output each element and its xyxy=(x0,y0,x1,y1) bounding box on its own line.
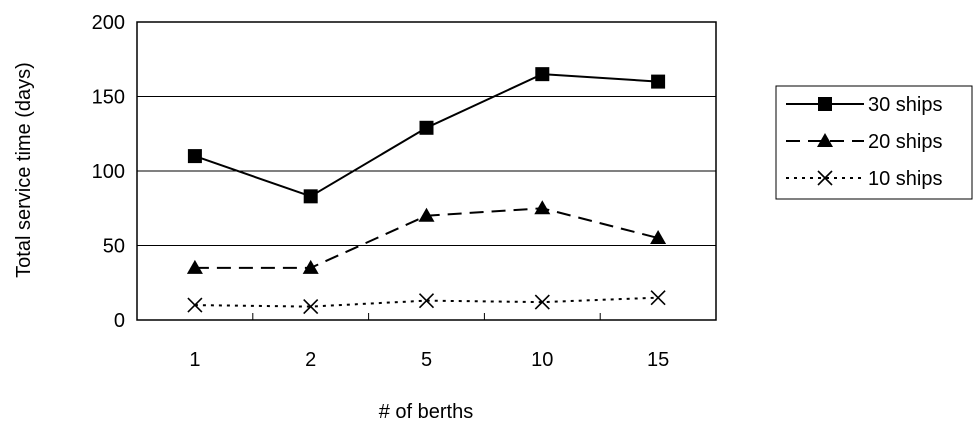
legend-item: 10 ships xyxy=(786,168,943,190)
x-marker-stroke xyxy=(187,297,203,313)
legend-label: 20 ships xyxy=(868,131,943,153)
x-tick-label: 1 xyxy=(189,349,200,371)
data-point-square xyxy=(818,97,832,111)
data-point-triangle xyxy=(186,259,203,274)
data-point-square xyxy=(187,149,202,164)
data-point-x xyxy=(187,297,203,313)
legend-label: 10 ships xyxy=(868,168,943,190)
x-tick-label: 10 xyxy=(531,349,553,371)
x-marker-stroke xyxy=(534,294,550,310)
data-point-square xyxy=(303,189,318,204)
x-axis-tick-labels: 1 2 5 10 15 xyxy=(189,349,669,371)
y-tick-label: 0 xyxy=(114,310,125,332)
plot-area xyxy=(136,21,717,321)
x-tick-label: 15 xyxy=(647,349,669,371)
data-point-x xyxy=(534,294,550,310)
y-axis-title: Total service time (days) xyxy=(13,62,35,278)
grid-lines xyxy=(137,96,716,246)
x-marker-stroke xyxy=(650,290,666,306)
x-axis-ticks xyxy=(252,313,601,320)
y-tick-label: 200 xyxy=(92,12,125,34)
legend-label: 30 ships xyxy=(868,94,943,116)
legend-item: 20 ships xyxy=(786,131,943,153)
y-tick-label: 100 xyxy=(92,161,125,183)
series-line xyxy=(194,73,659,198)
series-2 xyxy=(187,290,666,315)
series-0 xyxy=(187,67,666,204)
x-axis-title: # of berths xyxy=(379,401,474,423)
data-point-triangle xyxy=(534,200,551,215)
series-line xyxy=(194,296,659,308)
data-point-square xyxy=(419,120,434,135)
y-tick-label: 50 xyxy=(103,236,125,258)
series-1 xyxy=(186,200,667,274)
data-point-square xyxy=(651,74,666,89)
legend: 30 ships 20 ships 10 ships xyxy=(775,85,973,200)
x-tick-label: 2 xyxy=(305,349,316,371)
series-group xyxy=(186,67,667,315)
data-point-x xyxy=(303,299,319,315)
data-point-triangle xyxy=(418,207,435,222)
data-point-x xyxy=(418,293,435,309)
data-point-x xyxy=(817,170,833,186)
y-tick-label: 150 xyxy=(92,87,125,109)
x-marker-stroke xyxy=(817,170,833,186)
data-point-x xyxy=(650,290,666,306)
x-tick-label: 5 xyxy=(421,349,432,371)
data-point-triangle xyxy=(650,230,667,245)
x-marker-stroke xyxy=(418,293,435,309)
x-marker-stroke xyxy=(303,299,319,315)
data-point-square xyxy=(535,67,550,82)
data-point-triangle xyxy=(302,259,319,274)
legend-item: 30 ships xyxy=(786,94,943,116)
y-axis-tick-labels: 0 50 100 150 200 xyxy=(92,12,125,332)
data-point-triangle xyxy=(817,133,833,147)
